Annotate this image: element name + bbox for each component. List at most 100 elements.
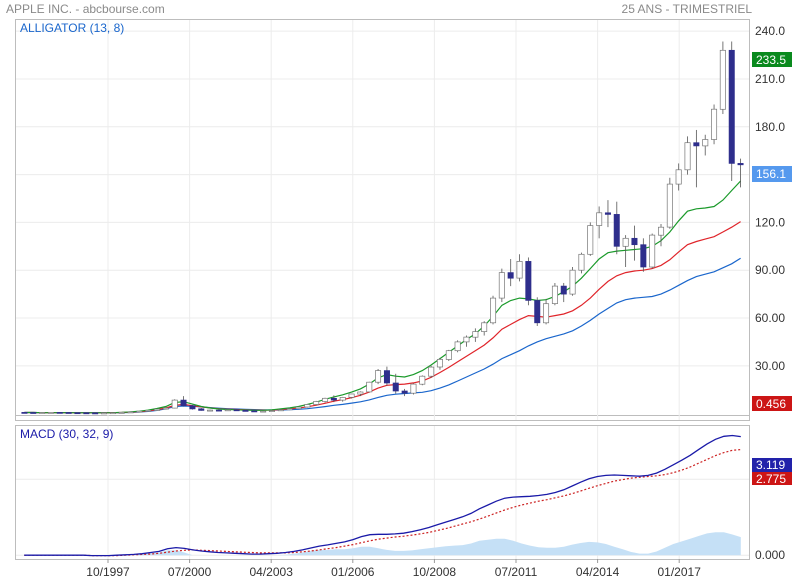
x-tick-label: 10/2008 [413, 565, 457, 579]
y-tick-label: 90.00 [755, 263, 785, 277]
candle-body-down [56, 412, 63, 414]
candle [357, 391, 364, 397]
candle-body-up [702, 139, 709, 147]
badge-high: 233.5 [752, 52, 792, 67]
x-tick-label: 04/2003 [250, 565, 294, 579]
candle-body-up [295, 406, 302, 410]
candle [171, 399, 178, 409]
macd-lines [24, 434, 741, 557]
candle-body-up [410, 383, 417, 394]
candle-body-up [375, 370, 382, 383]
candle-body-up [445, 350, 452, 360]
candle [21, 412, 28, 414]
candle-body-down [30, 412, 37, 414]
candle [348, 393, 355, 399]
candle [711, 104, 718, 145]
candle-body-up [428, 366, 435, 377]
badge-signal: 2.775 [752, 472, 792, 486]
candle [154, 408, 161, 411]
candle [481, 321, 488, 336]
macd-line [24, 434, 741, 557]
candle [596, 206, 603, 239]
candle-body-down [560, 285, 567, 295]
candle-body-up [516, 261, 523, 279]
candle-body-down [534, 300, 541, 324]
candle [109, 412, 116, 415]
candle-body-up [127, 411, 134, 414]
candle [39, 412, 46, 414]
candle [233, 409, 240, 412]
candle-body-up [463, 336, 470, 343]
candle [719, 41, 726, 115]
candle [118, 412, 125, 414]
candle [693, 129, 700, 188]
candle-body-down [392, 382, 399, 392]
candle [145, 410, 152, 412]
candle [251, 410, 258, 413]
candle-body-up [543, 303, 550, 324]
candle-body-down [631, 237, 638, 246]
candle [162, 407, 169, 410]
candle-body-down [330, 397, 337, 401]
candle-body-up [472, 331, 479, 338]
candle [304, 404, 311, 408]
candle-body-up [596, 212, 603, 226]
candle [684, 136, 691, 175]
y-tick-label: 30.00 [755, 359, 785, 373]
x-tick-label: 01/2006 [331, 565, 375, 579]
candle-body-up [145, 410, 152, 412]
candle-body-down [401, 390, 408, 394]
candle-body-down [83, 412, 90, 415]
badge-last-label: 156.1 [756, 167, 786, 181]
candle-body-up [304, 404, 311, 408]
candle [551, 282, 558, 306]
candle [30, 412, 37, 414]
x-tick-label: 10/1997 [86, 565, 130, 579]
candle-body-down [251, 410, 258, 413]
badge-high-label: 233.5 [756, 53, 786, 67]
x-tick-label: 07/2011 [495, 565, 538, 579]
candle-body-up [277, 409, 284, 412]
candle [658, 223, 665, 247]
candle-body-down [21, 412, 28, 414]
candle-body-down [737, 163, 744, 166]
y-tick-label: 60.00 [755, 311, 785, 325]
candle-body-up [658, 226, 665, 236]
candle [507, 259, 514, 287]
candlesticks [21, 41, 744, 415]
candle-body-up [684, 142, 691, 171]
candle [702, 134, 709, 156]
candle [569, 267, 576, 296]
candle-body-up [100, 412, 107, 415]
candle-body-down [242, 410, 249, 412]
candle [322, 397, 329, 403]
candle [339, 396, 346, 402]
macd-panel-title: MACD (30, 32, 9) [20, 427, 113, 441]
candle [277, 409, 284, 412]
candle [419, 375, 426, 386]
candle [516, 254, 523, 282]
alligator-lines [24, 180, 742, 414]
candle-body-down [215, 409, 222, 412]
candle [578, 252, 585, 274]
candle-body-up [207, 409, 214, 412]
candle-body-up [419, 375, 426, 385]
candle [92, 412, 99, 415]
candle [613, 201, 620, 255]
candle [313, 400, 320, 406]
candle-body-up [366, 381, 373, 393]
candle-body-down [604, 212, 611, 215]
candle [490, 295, 497, 325]
candle-body-up [39, 412, 46, 414]
candle-body-up [286, 408, 293, 411]
candle-body-up [551, 285, 558, 304]
candle [436, 357, 443, 370]
candle-body-up [357, 391, 364, 395]
candle [189, 404, 196, 410]
candle-body-up [118, 412, 125, 414]
candle-body-up [109, 412, 116, 415]
macd-panel [15, 425, 750, 560]
candle-body-up [675, 169, 682, 185]
